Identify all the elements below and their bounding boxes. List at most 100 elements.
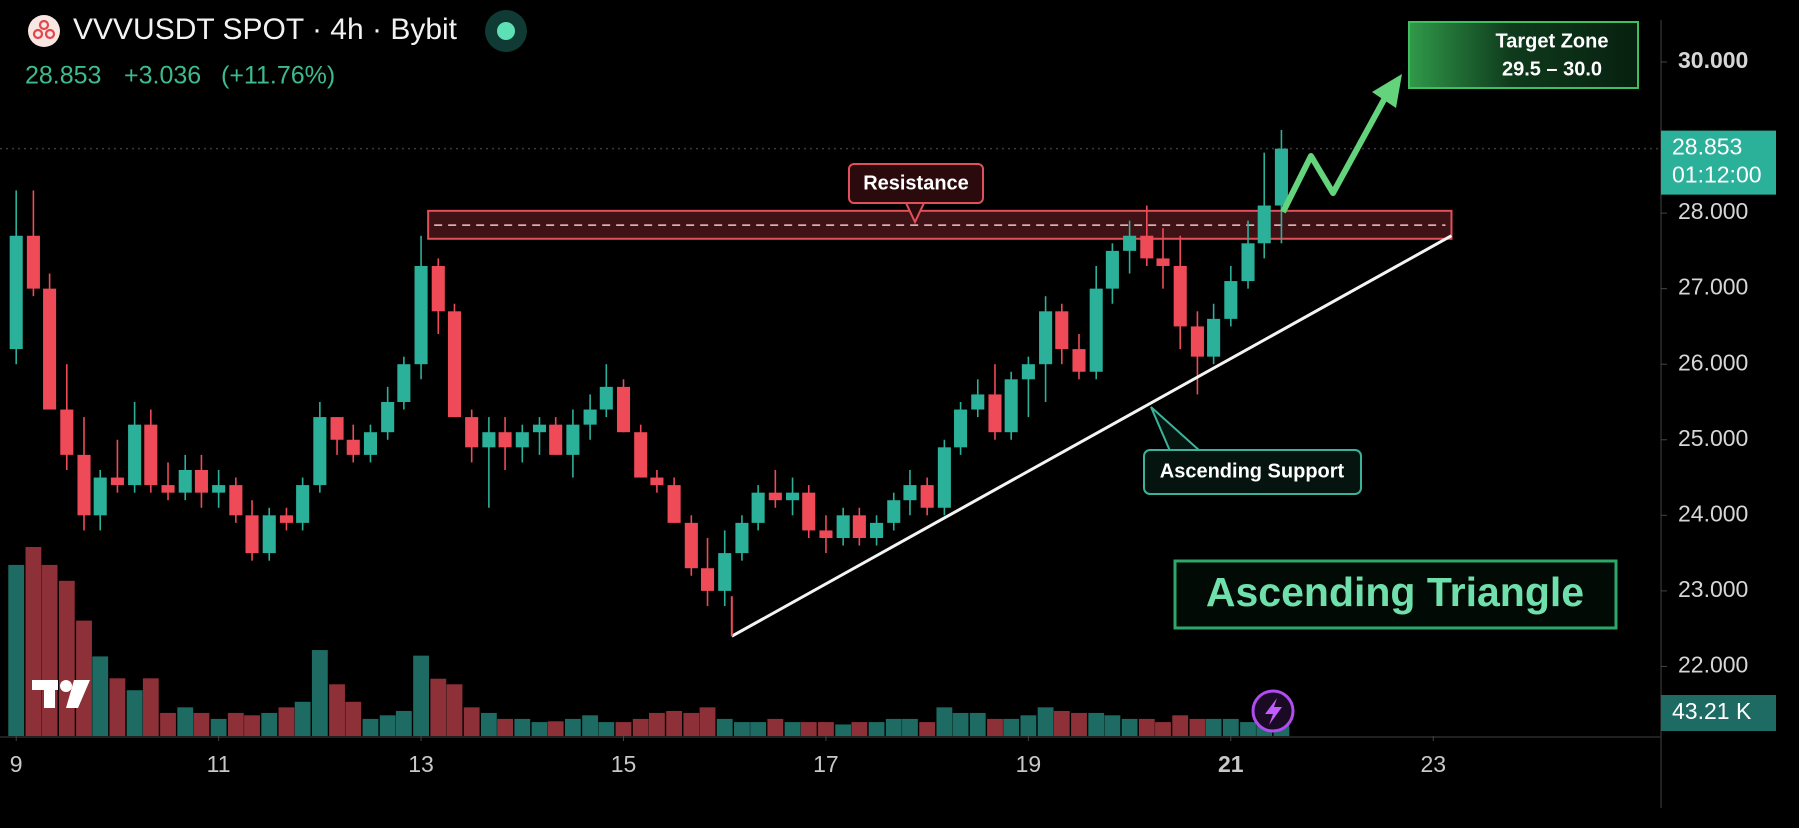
volume-bar: [750, 722, 767, 736]
candle-body: [988, 394, 1002, 433]
candle-body: [954, 409, 968, 448]
volume-bar: [413, 655, 429, 736]
candle-body: [498, 432, 512, 448]
candle-body: [1140, 235, 1154, 259]
candle-body: [1173, 265, 1187, 327]
volume-bar: [126, 690, 143, 736]
volume-bar: [345, 701, 362, 736]
candle-body: [937, 447, 951, 508]
header-price: 28.853: [25, 62, 101, 90]
candle-body: [212, 485, 226, 493]
volume-bar: [699, 707, 716, 736]
candle-body: [128, 424, 142, 486]
symbol-title[interactable]: VVVUSDT SPOT · 4h · Bybit: [73, 13, 458, 46]
candle-body: [684, 522, 698, 569]
volume-bar: [1155, 722, 1171, 736]
volume-bar: [666, 710, 683, 736]
candle-body: [1039, 311, 1053, 365]
candle-body: [9, 235, 23, 350]
volume-bar: [41, 564, 58, 736]
candle-body: [296, 485, 310, 523]
candle-body: [971, 394, 985, 410]
candle-body: [229, 485, 243, 516]
volume-bar: [379, 715, 396, 736]
candle-body: [279, 515, 293, 523]
volume-bar: [1222, 718, 1239, 736]
candle-body: [616, 386, 631, 433]
candle-body: [1105, 250, 1119, 289]
candle-body: [346, 439, 360, 455]
candle-body: [549, 424, 563, 455]
candle-body: [1021, 364, 1035, 380]
candle-body: [26, 235, 40, 289]
candle-body: [852, 515, 866, 538]
volume-bar: [1071, 712, 1087, 736]
volume-bar: [58, 580, 75, 736]
candle-body: [903, 485, 917, 501]
y-tick-label: 26.000: [1678, 349, 1748, 375]
candle-body: [1190, 326, 1204, 357]
candle-body: [583, 409, 597, 425]
candle-body: [43, 288, 57, 410]
candle-body: [887, 500, 901, 523]
candle-body: [363, 432, 377, 455]
resistance-pointer: [904, 202, 926, 225]
candle-body: [397, 364, 411, 402]
volume-bar: [1003, 718, 1020, 736]
volume-bar: [952, 712, 969, 736]
volume-bar: [1205, 718, 1222, 736]
volume-bar: [1172, 715, 1189, 736]
target-zone-title: Target Zone: [1496, 30, 1609, 52]
candle-body: [245, 515, 259, 554]
volume-bar: [92, 656, 109, 736]
y-tick-label: 25.000: [1678, 425, 1748, 451]
volume-bar: [514, 718, 531, 736]
volume-bar: [362, 718, 379, 736]
candle-body: [60, 409, 74, 455]
volume-tag: [1661, 695, 1776, 731]
volume-bar: [1088, 712, 1105, 736]
volume-bar: [969, 712, 986, 736]
volume-bar: [885, 718, 902, 736]
volume-bar: [261, 712, 278, 736]
candle-body: [414, 265, 428, 365]
volume-bar: [294, 701, 311, 736]
volume-bar: [177, 707, 194, 736]
volume-bar: [463, 707, 480, 736]
candle-body: [77, 454, 91, 516]
candle-body: [634, 432, 648, 478]
y-tick-label: 24.000: [1678, 500, 1748, 526]
candle-body: [1224, 281, 1238, 319]
candle-body: [1072, 349, 1086, 372]
candle-body: [1207, 318, 1221, 357]
x-tick-label: 13: [408, 751, 434, 777]
candle-body: [194, 469, 208, 493]
candle-body: [161, 485, 175, 493]
candle-body: [667, 485, 681, 523]
volume-bar: [395, 710, 412, 736]
candle-body: [381, 401, 395, 433]
candle-body: [700, 568, 715, 591]
volume-bar: [480, 712, 497, 736]
volume-bar: [1104, 715, 1121, 736]
live-dot: [497, 22, 515, 40]
candle-body: [144, 424, 158, 486]
volume-bar: [598, 722, 615, 736]
pattern-label: Ascending Triangle: [1206, 569, 1584, 615]
volume-bar: [25, 547, 42, 736]
volume-bar: [142, 678, 159, 736]
x-tick-label: 21: [1218, 751, 1244, 777]
volume-tag-value: 43.21 K: [1672, 698, 1752, 724]
volume-bar: [564, 718, 581, 736]
y-tick-label: 30.000: [1678, 47, 1748, 73]
x-tick-label: 15: [611, 751, 637, 777]
volume-bar: [615, 722, 632, 736]
price-tag-value: 28.853: [1672, 134, 1742, 160]
alert-bolt: [1265, 698, 1282, 725]
candle-body: [482, 432, 496, 448]
volume-bar: [632, 718, 649, 736]
volume-bar: [329, 684, 345, 736]
resistance-label: Resistance: [863, 172, 969, 194]
y-tick-label: 28.000: [1678, 198, 1748, 224]
